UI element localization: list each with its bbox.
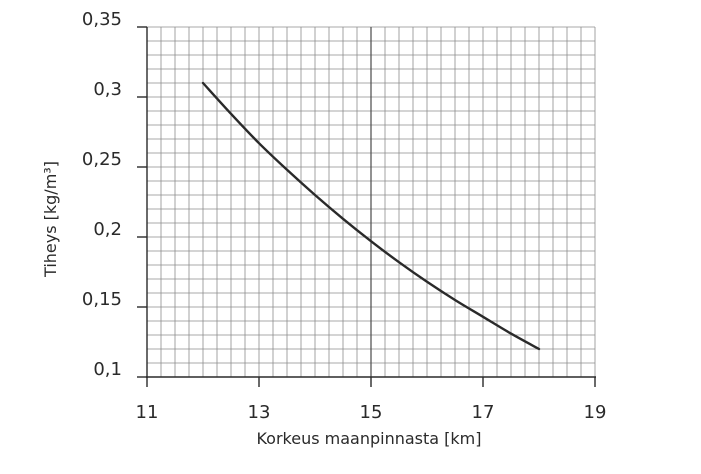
x-tick-label: 11	[136, 402, 159, 423]
y-tick-label: 0,35	[82, 9, 122, 30]
x-tick-label: 19	[584, 402, 607, 423]
series-line	[201, 81, 541, 351]
x-tick-label: 15	[360, 402, 383, 423]
y-tick-label: 0,1	[93, 359, 122, 380]
y-tick-label: 0,15	[82, 289, 122, 310]
x-tick-label: 17	[472, 402, 495, 423]
x-tick-labels: 11 13 15 17 19	[136, 402, 607, 423]
y-tick-labels: 0,1 0,15 0,2 0,25 0,3 0,35	[82, 9, 122, 380]
x-axis-label: Korkeus maanpinnasta [km]	[256, 429, 481, 448]
axes	[137, 26, 596, 387]
y-tick-label: 0,25	[82, 149, 122, 170]
series-layer	[201, 81, 541, 351]
y-tick-label: 0,3	[93, 79, 122, 100]
y-axis-label: Tiheys [kg/m³]	[41, 161, 60, 278]
x-tick-label: 13	[248, 402, 271, 423]
y-tick-label: 0,2	[93, 219, 122, 240]
